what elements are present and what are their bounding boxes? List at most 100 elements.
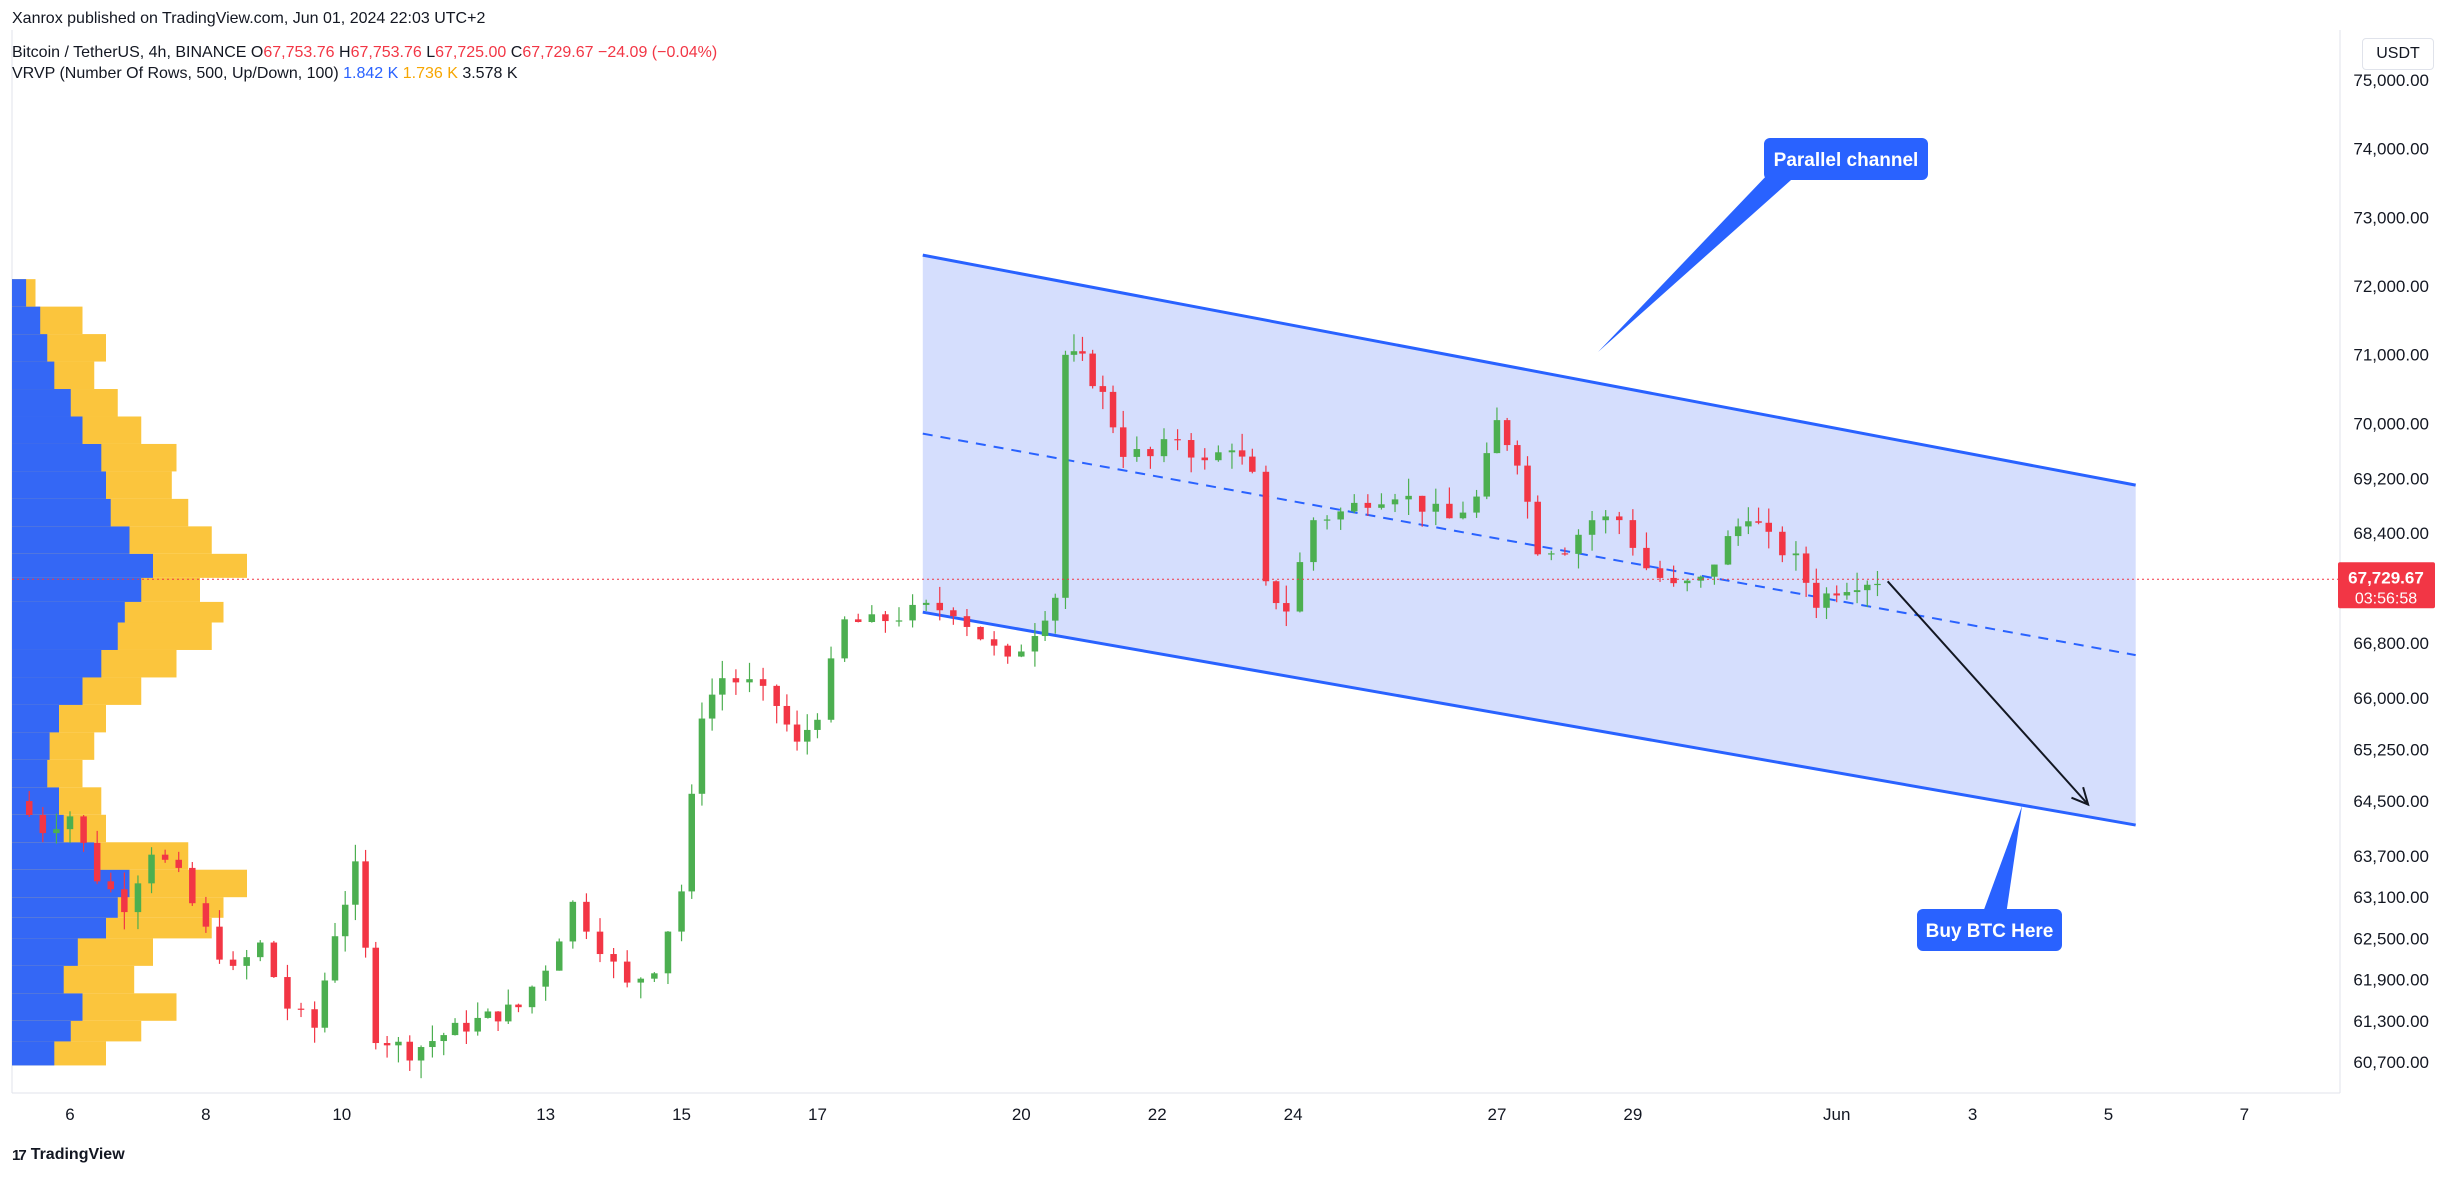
parallel-channel-callout[interactable]: Parallel channel — [1598, 138, 1928, 352]
candle-body[interactable] — [1109, 391, 1117, 428]
candle-body[interactable] — [429, 1041, 436, 1048]
candle-body[interactable] — [1004, 645, 1011, 657]
candle-body[interactable] — [284, 977, 291, 1009]
candle-body[interactable] — [1228, 450, 1236, 453]
candle-body[interactable] — [1070, 351, 1078, 355]
candle-body[interactable] — [651, 973, 658, 979]
candle-body[interactable] — [1792, 553, 1800, 556]
candle-body[interactable] — [1160, 439, 1168, 457]
candle-body[interactable] — [331, 936, 339, 981]
candle-body[interactable] — [583, 901, 590, 932]
candle-body[interactable] — [80, 816, 87, 843]
candle-body[interactable] — [1779, 531, 1786, 556]
symbol-name[interactable]: Bitcoin / TetherUS, 4h, BINANCE — [12, 44, 247, 61]
candle-body[interactable] — [474, 1017, 481, 1032]
candle-body[interactable] — [1323, 519, 1331, 521]
candle-body[interactable] — [362, 861, 369, 948]
candle-body[interactable] — [1052, 597, 1059, 621]
candle-body[interactable] — [1711, 564, 1718, 577]
candle-body[interactable] — [1514, 445, 1521, 466]
candle-body[interactable] — [1062, 354, 1069, 598]
candle-body[interactable] — [1493, 420, 1501, 454]
candle-body[interactable] — [827, 658, 835, 720]
candle-body[interactable] — [148, 854, 155, 884]
candle-body[interactable] — [698, 718, 706, 794]
candle-body[interactable] — [270, 942, 278, 978]
candle-body[interactable] — [352, 861, 359, 905]
candle-body[interactable] — [1201, 457, 1209, 461]
candle-body[interactable] — [814, 719, 821, 730]
candle-body[interactable] — [1079, 351, 1086, 354]
candle-body[interactable] — [1629, 520, 1637, 548]
candle-body[interactable] — [990, 639, 998, 646]
candle-body[interactable] — [121, 889, 128, 913]
candle-body[interactable] — [417, 1047, 425, 1061]
candle-body[interactable] — [936, 602, 944, 611]
candle-body[interactable] — [783, 705, 791, 725]
candle-body[interactable] — [372, 947, 380, 1044]
candle-body[interactable] — [1813, 582, 1820, 608]
candle-body[interactable] — [1446, 503, 1453, 519]
candle-body[interactable] — [1018, 651, 1025, 657]
candle-body[interactable] — [688, 793, 695, 892]
indicator-name[interactable]: VRVP (Number Of Rows, 500, Up/Down, 100) — [12, 65, 339, 82]
candle-body[interactable] — [841, 619, 848, 659]
candle-body[interactable] — [623, 961, 631, 983]
candle-body[interactable] — [1503, 420, 1511, 446]
candle-body[interactable] — [406, 1041, 414, 1061]
tradingview-logo[interactable]: 17 TradingView — [12, 1146, 125, 1164]
candle-body[interactable] — [868, 614, 876, 623]
candle-body[interactable] — [804, 729, 811, 742]
candle-body[interactable] — [451, 1022, 459, 1036]
time-axis[interactable]: 6 8 10 13 15 17 20 22 24 27 29 Jun 3 5 7 — [65, 1105, 2249, 1124]
candle-body[interactable] — [161, 854, 169, 860]
candle-body[interactable] — [1364, 502, 1372, 508]
candle-body[interactable] — [1853, 590, 1861, 593]
candle-body[interactable] — [216, 926, 223, 960]
candle-body[interactable] — [134, 883, 142, 913]
candle-body[interactable] — [1575, 534, 1582, 554]
projection-arrow[interactable] — [1886, 580, 2090, 807]
candle-body[interactable] — [1670, 577, 1677, 584]
candle-body[interactable] — [1483, 453, 1491, 497]
candle-body[interactable] — [1561, 553, 1569, 555]
channel-upper-line[interactable] — [922, 253, 2136, 487]
candle-body[interactable] — [963, 616, 971, 627]
candle-body[interactable] — [1843, 592, 1851, 596]
candle-body[interactable] — [569, 901, 577, 942]
candle-body[interactable] — [107, 881, 115, 890]
candle-body[interactable] — [1405, 495, 1412, 500]
currency-button[interactable]: USDT — [2362, 38, 2434, 70]
candle-body[interactable] — [311, 1009, 318, 1028]
candle-body[interactable] — [505, 1004, 512, 1022]
candle-body[interactable] — [1833, 593, 1840, 596]
candle-body[interactable] — [383, 1043, 391, 1046]
candle-body[interactable] — [321, 980, 329, 1028]
candle-body[interactable] — [395, 1041, 402, 1046]
candle-body[interactable] — [1031, 636, 1039, 652]
candle-body[interactable] — [1683, 580, 1691, 584]
candle-body[interactable] — [922, 602, 930, 605]
candle-body[interactable] — [93, 842, 101, 882]
candle-body[interactable] — [1656, 568, 1664, 578]
candle-body[interactable] — [950, 610, 957, 617]
candle-body[interactable] — [746, 679, 753, 683]
candle-body[interactable] — [1262, 471, 1270, 582]
projection-arrow-line[interactable] — [1886, 580, 2089, 806]
candle-body[interactable] — [1174, 439, 1181, 441]
candle-body[interactable] — [882, 614, 889, 622]
candle-body[interactable] — [189, 867, 196, 904]
candle-body[interactable] — [1238, 450, 1246, 457]
candle-body[interactable] — [1378, 504, 1385, 508]
candle-body[interactable] — [1823, 593, 1830, 608]
candle-body[interactable] — [1432, 503, 1440, 512]
candle-body[interactable] — [895, 620, 903, 622]
candle-body[interactable] — [53, 829, 60, 834]
candle-body[interactable] — [773, 685, 780, 706]
candle-body[interactable] — [977, 626, 984, 640]
candle-body[interactable] — [854, 619, 862, 623]
candle-body[interactable] — [494, 1011, 502, 1022]
candle-body[interactable] — [463, 1022, 470, 1032]
candle-body[interactable] — [1548, 553, 1555, 555]
candle-body[interactable] — [243, 957, 250, 966]
